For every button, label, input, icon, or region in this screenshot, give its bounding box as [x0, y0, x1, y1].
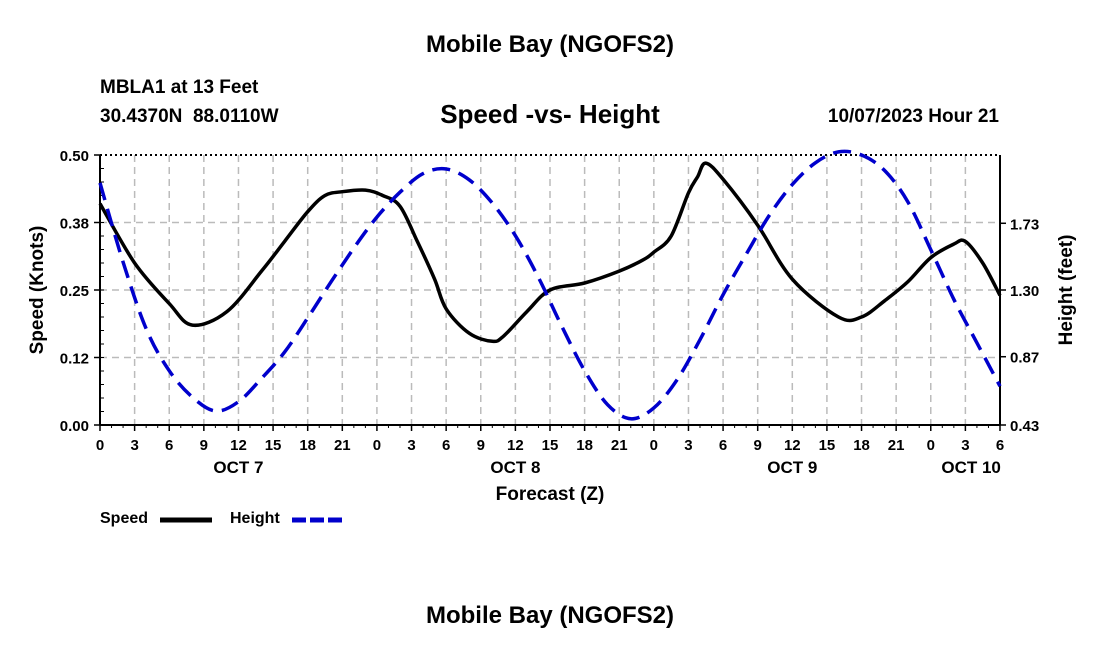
x-tick-label: 21 — [888, 437, 905, 454]
x-day-label: OCT 7 — [213, 458, 263, 477]
x-tick-label: 18 — [576, 437, 593, 454]
x-tick-label: 3 — [961, 437, 969, 454]
station-coordinates: 30.4370N 88.0110W — [100, 106, 279, 127]
y-left-tick-label: 0.25 — [60, 283, 89, 300]
x-tick-label: 0 — [373, 437, 381, 454]
page-title: Mobile Bay (NGOFS2) — [425, 31, 675, 58]
y-right-tick-label: 1.30 — [1010, 283, 1039, 300]
footer-title: Mobile Bay (NGOFS2) — [425, 602, 675, 629]
y-left-tick-label: 0.50 — [60, 148, 89, 165]
x-day-label: OCT 9 — [767, 458, 817, 477]
y-right-tick-label: 0.87 — [1010, 350, 1039, 367]
x-tick-label: 6 — [442, 437, 450, 454]
y-axis-title-right: Height (feet) — [1056, 235, 1077, 346]
x-tick-label: 6 — [165, 437, 173, 454]
x-tick-label: 6 — [719, 437, 727, 454]
x-tick-label: 18 — [299, 437, 316, 454]
x-tick-label: 9 — [754, 437, 762, 454]
x-axis-title: Forecast (Z) — [496, 484, 605, 505]
x-day-label: OCT 10 — [941, 458, 1001, 477]
legend-label-height: Height — [230, 510, 280, 527]
chart-title: Speed -vs- Height — [440, 99, 660, 129]
x-tick-label: 9 — [477, 437, 485, 454]
x-tick-label: 6 — [996, 437, 1004, 454]
x-tick-label: 0 — [96, 437, 104, 454]
x-tick-label: 0 — [927, 437, 935, 454]
y-axis-title-left: Speed (Knots) — [27, 226, 48, 355]
y-left-tick-label: 0.12 — [60, 351, 89, 368]
legend-label-speed: Speed — [100, 510, 149, 527]
x-tick-label: 9 — [200, 437, 208, 454]
x-tick-label: 12 — [230, 437, 247, 454]
x-tick-label: 3 — [130, 437, 138, 454]
forecast-timestamp: 10/07/2023 Hour 21 — [827, 106, 999, 127]
x-tick-label: 15 — [265, 437, 282, 454]
station-name: MBLA1 at 13 Feet — [100, 77, 259, 98]
y-right-tick-label: 0.43 — [1010, 418, 1039, 435]
y-left-tick-label: 0.38 — [60, 216, 89, 233]
x-day-label: OCT 8 — [490, 458, 540, 477]
x-tick-label: 21 — [334, 437, 351, 454]
y-right-tick-label: 1.73 — [1010, 216, 1039, 233]
x-tick-label: 18 — [853, 437, 870, 454]
x-tick-label: 12 — [507, 437, 524, 454]
x-tick-label: 0 — [650, 437, 658, 454]
x-tick-label: 15 — [819, 437, 836, 454]
series-line-speed — [98, 161, 1002, 344]
x-tick-label: 12 — [784, 437, 801, 454]
y-left-tick-label: 0.00 — [60, 418, 89, 435]
x-tick-label: 3 — [407, 437, 415, 454]
x-tick-label: 21 — [611, 437, 628, 454]
x-tick-label: 15 — [542, 437, 559, 454]
x-tick-label: 3 — [684, 437, 692, 454]
series-line-height — [98, 149, 1002, 421]
